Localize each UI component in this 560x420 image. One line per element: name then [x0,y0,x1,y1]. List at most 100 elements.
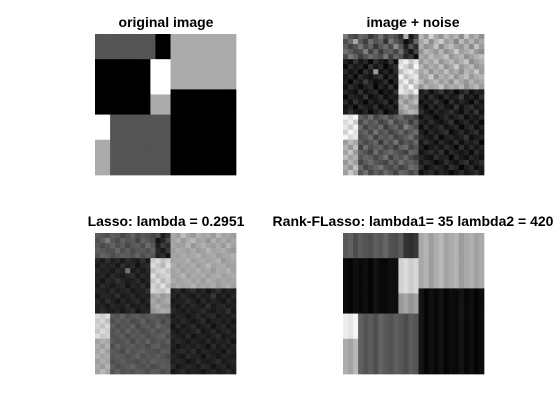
heatmap-cell [373,308,379,314]
heatmap-cell [433,59,440,65]
heatmap-cell [150,308,156,314]
heatmap-cell [145,54,151,60]
heatmap-cell [125,368,131,375]
heatmap-cell [175,39,181,45]
heatmap-cell [185,169,192,176]
heatmap-cell [463,333,470,340]
heatmap-cell [120,89,126,95]
heatmap-cell [155,54,161,60]
heatmap-cell [105,39,111,45]
heatmap-cell [348,134,354,141]
heatmap-cell [205,69,212,75]
heatmap-cell [428,328,434,335]
heatmap-cell [160,149,166,156]
heatmap-cell [230,293,237,299]
heatmap-cell [170,363,176,370]
heatmap-cell [135,328,141,335]
heatmap-cell [468,104,475,110]
heatmap-cell [100,278,106,284]
heatmap-cell [225,298,232,304]
heatmap-cell [463,99,470,105]
heatmap-cell [195,238,202,244]
heatmap-cell [120,154,126,161]
heatmap-cell [443,99,450,105]
heatmap-cell [463,79,470,85]
heatmap-cell [463,288,470,294]
heatmap-cell [100,164,106,171]
heatmap-cell [100,74,106,80]
heatmap-cell [130,248,136,254]
heatmap-cell [448,318,455,324]
heatmap-cell [398,338,404,345]
heatmap-cell [120,308,126,314]
heatmap-cell [180,278,186,284]
heatmap-cell [433,273,440,279]
heatmap-cell [130,54,136,60]
heatmap-cell [205,268,212,274]
heatmap-cell [185,69,192,75]
heatmap-cell [383,323,389,330]
heatmap-cell [165,268,171,274]
heatmap-cell [403,119,409,125]
heatmap-cell [418,104,424,110]
heatmap-cell [428,283,434,289]
heatmap-cell [170,99,176,105]
heatmap-cell [408,268,414,274]
heatmap-cell [453,253,460,259]
heatmap-cell [438,278,445,284]
heatmap-cell [448,54,455,60]
heatmap-cell [225,288,232,294]
heatmap-cell [423,343,429,350]
heatmap-cell [463,343,470,350]
heatmap-cell [230,89,237,95]
heatmap-cell [130,114,136,120]
heatmap-cell [348,139,354,146]
heatmap-cell [478,49,485,55]
heatmap-cell [348,94,354,100]
heatmap-cell [433,348,440,355]
heatmap-cell [105,238,111,244]
heatmap-cell [115,263,121,269]
heatmap-cell [413,248,419,254]
heatmap-cell [443,114,450,120]
heatmap-cell [145,233,151,239]
heatmap-cell [105,303,111,309]
heatmap-cell [438,134,445,141]
heatmap-cell [110,114,116,120]
heatmap-cell [473,144,480,151]
heatmap-cell [478,84,485,90]
heatmap-cell [413,54,419,60]
heatmap-cell [413,303,419,309]
heatmap-cell [95,308,101,314]
heatmap-cell [398,353,404,360]
heatmap-cell [468,144,475,151]
heatmap-cell [408,84,414,90]
heatmap-cell [150,318,156,324]
heatmap-cell [135,273,141,279]
heatmap-cell [413,308,419,314]
heatmap-cell [220,278,227,284]
heatmap-cell [363,124,369,131]
heatmap-cell [373,59,379,65]
heatmap-cell [135,99,141,105]
heatmap-cell [423,159,429,166]
heatmap-cell [145,243,151,249]
heatmap-cell [165,54,171,60]
heatmap-cell [403,64,409,70]
heatmap-cell [358,154,364,161]
heatmap-cell [125,278,131,284]
heatmap-cell [200,303,207,309]
heatmap-cell [423,144,429,151]
heatmap-cell [458,328,465,335]
heatmap-cell [423,263,429,269]
heatmap-cell [478,164,485,171]
heatmap-cell [438,348,445,355]
heatmap-cell [443,278,450,284]
heatmap-cell [453,134,460,141]
heatmap-cell [145,144,151,151]
heatmap-cell [458,84,465,90]
heatmap-cell [423,109,429,115]
heatmap-cell [418,149,424,156]
heatmap-cell [408,129,414,136]
heatmap-cell [358,323,364,330]
